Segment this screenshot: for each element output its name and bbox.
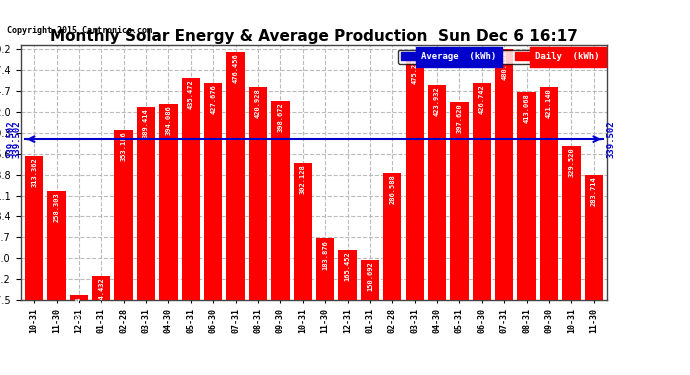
Text: 339.502: 339.502 <box>607 120 615 158</box>
Bar <box>428 85 446 356</box>
Text: 423.932: 423.932 <box>434 87 440 116</box>
Bar <box>249 87 267 356</box>
Text: 302.128: 302.128 <box>299 164 306 194</box>
Bar <box>115 130 133 356</box>
Text: 397.620: 397.620 <box>457 104 462 133</box>
Text: 394.086: 394.086 <box>166 106 171 135</box>
Text: Copyright 2015 Cartronics.com: Copyright 2015 Cartronics.com <box>7 26 152 35</box>
Text: 124.432: 124.432 <box>98 278 104 308</box>
Bar <box>226 52 245 356</box>
Bar <box>137 107 155 356</box>
Bar <box>584 175 603 356</box>
Text: 183.876: 183.876 <box>322 240 328 270</box>
Bar <box>473 84 491 356</box>
Text: 475.220: 475.220 <box>412 54 417 84</box>
Text: 413.068: 413.068 <box>524 93 530 123</box>
Bar <box>204 83 222 356</box>
Bar <box>293 163 312 356</box>
Bar <box>383 173 402 356</box>
Legend: Average  (kWh), Daily  (kWh): Average (kWh), Daily (kWh) <box>398 50 602 64</box>
Text: 95.214: 95.214 <box>76 296 82 322</box>
Bar <box>562 146 580 356</box>
Text: 353.186: 353.186 <box>121 132 127 162</box>
Text: 283.714: 283.714 <box>591 176 597 206</box>
Bar <box>70 295 88 356</box>
Bar <box>451 102 469 356</box>
Text: 435.472: 435.472 <box>188 79 194 109</box>
Text: 480.168: 480.168 <box>501 51 507 80</box>
Text: 286.588: 286.588 <box>389 174 395 204</box>
Text: 339.502: 339.502 <box>12 120 21 158</box>
Text: 389.414: 389.414 <box>143 109 149 138</box>
Bar <box>48 191 66 356</box>
Text: 476.456: 476.456 <box>233 53 239 83</box>
Bar <box>495 50 513 356</box>
Title: Monthly Solar Energy & Average Production  Sun Dec 6 16:17: Monthly Solar Energy & Average Productio… <box>50 29 578 44</box>
Text: 329.520: 329.520 <box>569 147 574 177</box>
Text: 165.452: 165.452 <box>344 252 351 281</box>
Bar <box>361 260 379 356</box>
Text: 258.303: 258.303 <box>54 192 59 222</box>
Bar <box>540 87 558 356</box>
Text: 427.676: 427.676 <box>210 84 216 114</box>
Bar <box>406 53 424 356</box>
Bar <box>271 101 290 356</box>
Bar <box>181 78 200 356</box>
Text: 420.928: 420.928 <box>255 88 261 118</box>
Text: 398.672: 398.672 <box>277 103 284 132</box>
Bar <box>159 104 177 356</box>
Bar <box>518 92 536 356</box>
Text: 426.742: 426.742 <box>479 85 485 114</box>
Bar <box>25 156 43 356</box>
Bar <box>92 276 110 356</box>
Text: 421.140: 421.140 <box>546 88 552 118</box>
Text: 313.362: 313.362 <box>31 157 37 187</box>
Bar <box>316 238 335 356</box>
Bar <box>338 250 357 356</box>
Text: 150.692: 150.692 <box>367 261 373 291</box>
